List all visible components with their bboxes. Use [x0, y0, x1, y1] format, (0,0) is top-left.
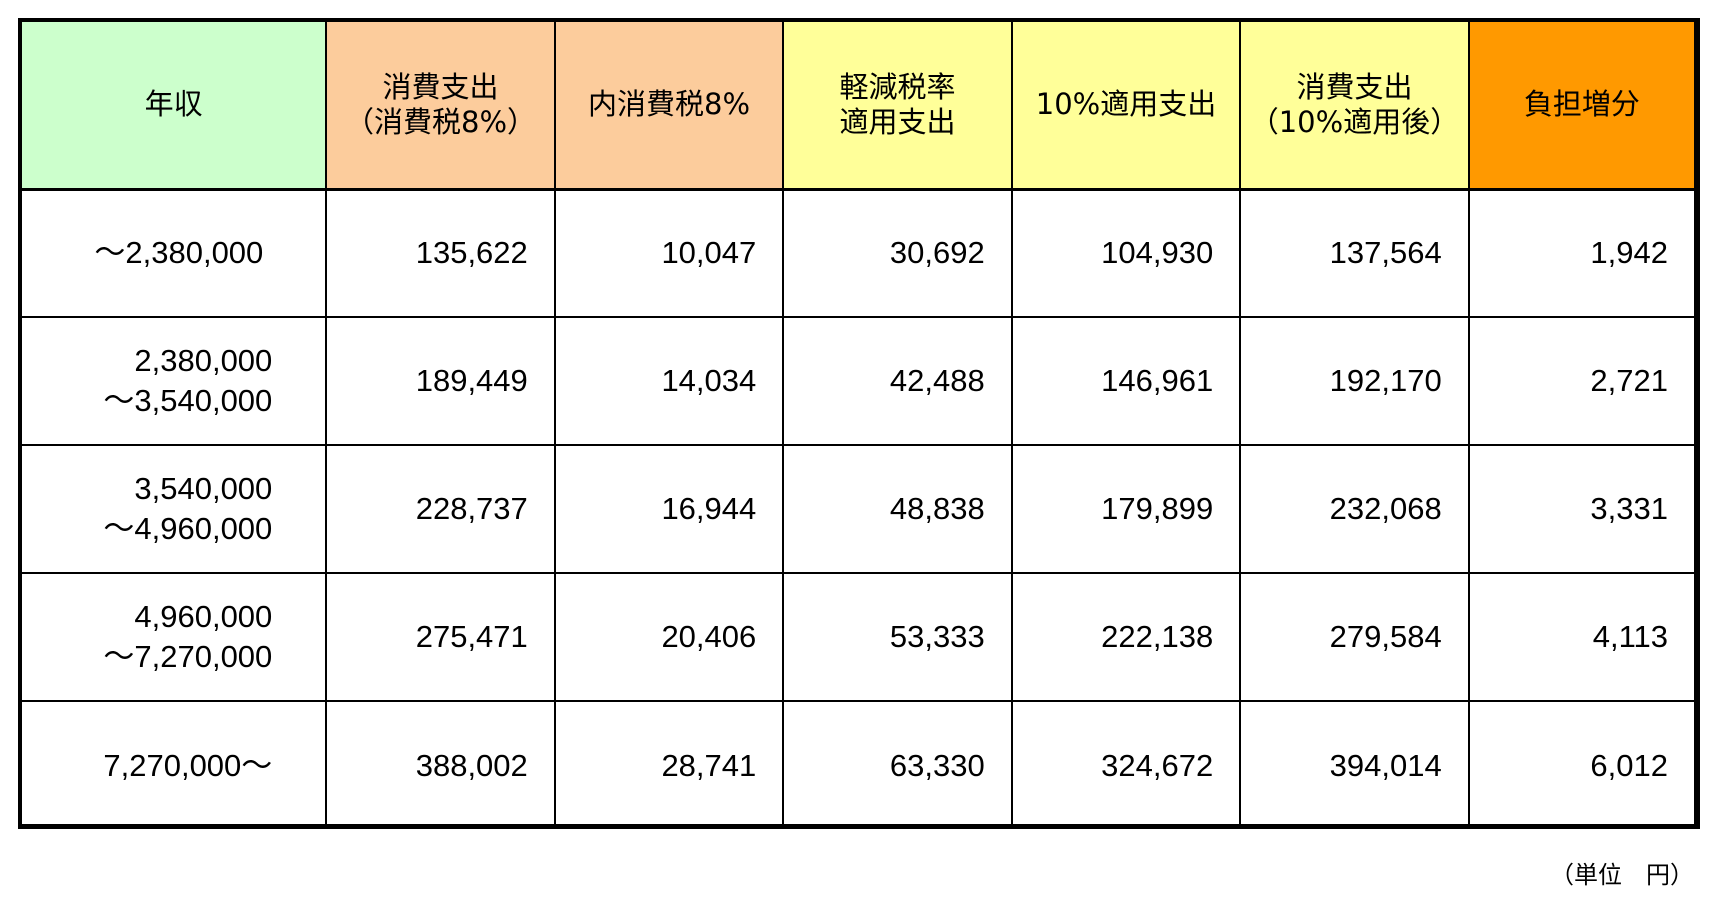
ten-percent-spending-cell: 324,672 [1010, 700, 1242, 829]
header-consumption-spending-8-line-1: 消費支出 [382, 69, 499, 104]
reduced-rate-spending-cell: 53,333 [782, 572, 1013, 702]
table-row: 7,270,000～ 388,002 28,741 63,330 324,672… [22, 700, 1694, 829]
included-tax-8-cell: 28,741 [553, 700, 785, 829]
header-burden-increase: 負担増分 [1467, 22, 1694, 191]
consumption-spending-8-cell: 135,622 [325, 188, 556, 318]
income-bracket-line: ～3,540,000 [103, 383, 273, 418]
income-bracket-line: ～7,270,000 [103, 639, 273, 674]
consumption-spending-8-cell: 228,737 [325, 444, 556, 574]
header-consumption-spending-10: 消費支出 （10%適用後） [1239, 22, 1470, 191]
consumption-spending-10-cell: 137,564 [1239, 188, 1470, 318]
reduced-rate-spending-cell: 30,692 [782, 188, 1013, 318]
header-consumption-spending-8: 消費支出 （消費税8%） [325, 22, 556, 191]
header-burden-increase-line-1: 負担増分 [1523, 87, 1640, 122]
income-bracket-line: 2,380,000 [134, 343, 273, 378]
reduced-rate-spending-cell: 42,488 [782, 316, 1013, 446]
consumption-spending-10-cell: 394,014 [1239, 700, 1470, 829]
data-table-frame: 年収 消費支出 （消費税8%） 内消費税8% 軽減税率 適用支出 10%適用支出 [18, 18, 1700, 829]
header-ten-percent-spending-line-1: 10%適用支出 [1035, 87, 1217, 122]
income-bracket-line: ～4,960,000 [103, 511, 273, 546]
unit-note: （単位 円） [1550, 861, 1694, 889]
header-reduced-rate-spending: 軽減税率 適用支出 [782, 22, 1013, 191]
consumption-spending-8-cell: 388,002 [325, 700, 556, 829]
income-bracket-cell: ～2,380,000 [22, 188, 328, 318]
header-ten-percent-spending: 10%適用支出 [1010, 22, 1242, 191]
included-tax-8-cell: 20,406 [553, 572, 785, 702]
consumption-spending-10-cell: 279,584 [1239, 572, 1470, 702]
header-row: 年収 消費支出 （消費税8%） 内消費税8% 軽減税率 適用支出 10%適用支出 [22, 22, 1694, 191]
header-income: 年収 [22, 22, 328, 191]
burden-increase-cell: 1,942 [1467, 188, 1694, 318]
header-included-tax-8-line-1: 内消費税8% [588, 87, 751, 122]
included-tax-8-cell: 16,944 [553, 444, 785, 574]
consumption-spending-10-cell: 192,170 [1239, 316, 1470, 446]
reduced-rate-spending-cell: 63,330 [782, 700, 1013, 829]
header-consumption-spending-10-line-2: （10%適用後） [1249, 104, 1460, 139]
ten-percent-spending-cell: 104,930 [1010, 188, 1242, 318]
header-included-tax-8: 内消費税8% [553, 22, 785, 191]
burden-increase-cell: 4,113 [1467, 572, 1694, 702]
header-income-line-1: 年収 [144, 87, 203, 122]
consumption-spending-8-cell: 275,471 [325, 572, 556, 702]
income-bracket-line: 7,270,000～ [103, 747, 273, 783]
burden-increase-cell: 3,331 [1467, 444, 1694, 574]
burden-increase-cell: 6,012 [1467, 700, 1694, 829]
included-tax-8-cell: 14,034 [553, 316, 785, 446]
consumption-spending-8-cell: 189,449 [325, 316, 556, 446]
consumption-spending-10-cell: 232,068 [1239, 444, 1470, 574]
tax-burden-table: 年収 消費支出 （消費税8%） 内消費税8% 軽減税率 適用支出 10%適用支出 [22, 22, 1694, 829]
income-bracket-cell: 4,960,000 ～7,270,000 [22, 572, 328, 702]
table-row: ～2,380,000 135,622 10,047 30,692 104,930… [22, 188, 1694, 318]
ten-percent-spending-cell: 179,899 [1010, 444, 1242, 574]
ten-percent-spending-cell: 222,138 [1010, 572, 1242, 702]
table-row: 3,540,000 ～4,960,000 228,737 16,944 48,8… [22, 444, 1694, 574]
reduced-rate-spending-cell: 48,838 [782, 444, 1013, 574]
burden-increase-cell: 2,721 [1467, 316, 1694, 446]
header-reduced-rate-spending-line-1: 軽減税率 [839, 69, 956, 104]
header-reduced-rate-spending-line-2: 適用支出 [839, 104, 956, 139]
income-bracket-cell: 7,270,000～ [22, 700, 328, 829]
ten-percent-spending-cell: 146,961 [1010, 316, 1242, 446]
income-bracket-cell: 3,540,000 ～4,960,000 [22, 444, 328, 574]
income-bracket-cell: 2,380,000 ～3,540,000 [22, 316, 328, 446]
table-row: 2,380,000 ～3,540,000 189,449 14,034 42,4… [22, 316, 1694, 446]
header-consumption-spending-8-line-2: （消費税8%） [345, 104, 537, 139]
income-bracket-line: ～2,380,000 [94, 235, 264, 271]
included-tax-8-cell: 10,047 [553, 188, 785, 318]
income-bracket-line: 4,960,000 [134, 599, 273, 634]
income-bracket-line: 3,540,000 [134, 471, 273, 506]
table-row: 4,960,000 ～7,270,000 275,471 20,406 53,3… [22, 572, 1694, 702]
header-consumption-spending-10-line-1: 消費支出 [1296, 69, 1413, 104]
